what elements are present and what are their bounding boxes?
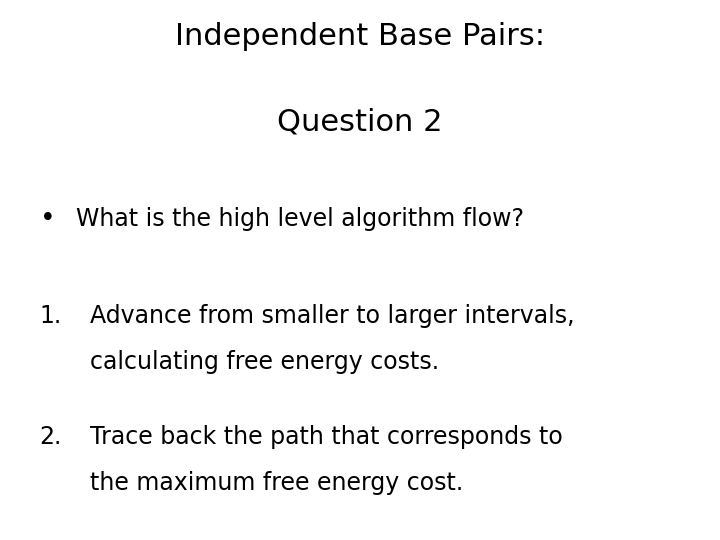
Text: 1.: 1.	[40, 304, 62, 328]
Text: Advance from smaller to larger intervals,: Advance from smaller to larger intervals…	[90, 304, 575, 328]
Text: Trace back the path that corresponds to: Trace back the path that corresponds to	[90, 426, 563, 449]
Text: •: •	[40, 206, 55, 232]
Text: calculating free energy costs.: calculating free energy costs.	[90, 350, 439, 374]
Text: What is the high level algorithm flow?: What is the high level algorithm flow?	[76, 207, 523, 231]
Text: 2.: 2.	[40, 426, 62, 449]
Text: Independent Base Pairs:: Independent Base Pairs:	[175, 22, 545, 51]
Text: Question 2: Question 2	[277, 108, 443, 137]
Text: the maximum free energy cost.: the maximum free energy cost.	[90, 471, 463, 495]
